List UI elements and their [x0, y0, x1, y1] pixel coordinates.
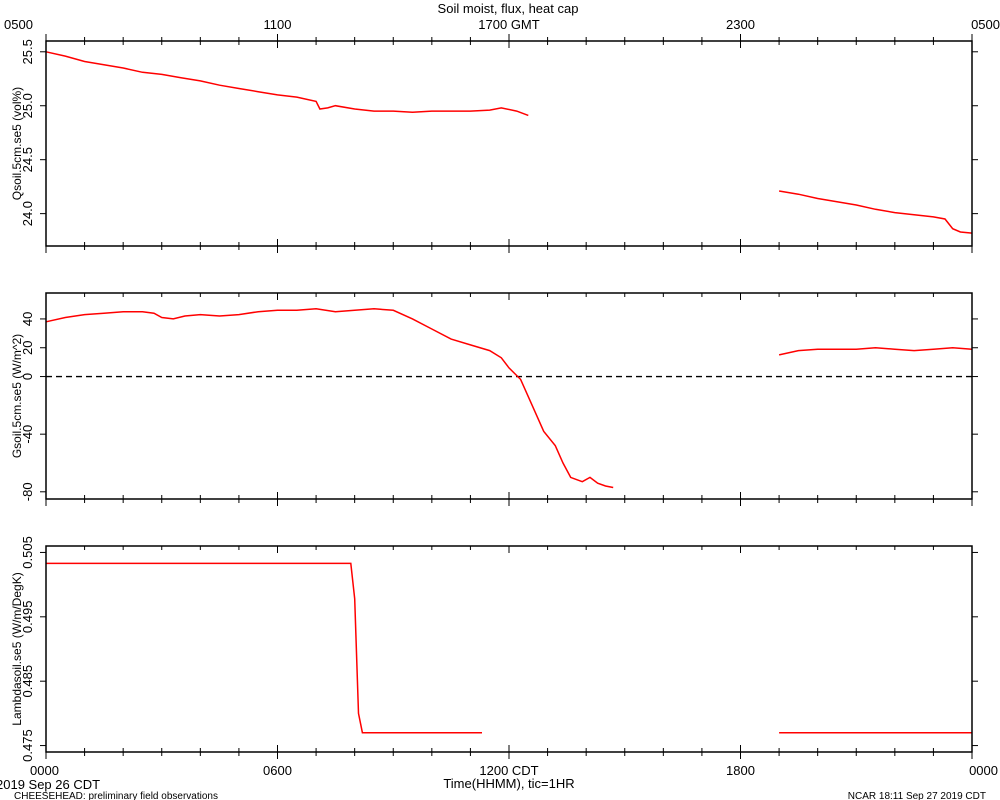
series-line	[45, 51, 529, 117]
y-tick-label: 0.495	[20, 601, 35, 634]
y-tick-label: 25.0	[20, 93, 35, 118]
panel-1: 24.0 24.5 25.0 25.5 Qsoil.5cm.se5 (vol%)	[10, 34, 978, 253]
bottom-axis-tick-label: 0000	[969, 763, 998, 778]
y-tick-label: -40	[20, 425, 35, 444]
chart-title: Soil moist, flux, heat cap	[438, 1, 579, 16]
bottom-axis-tick-label: 1200 CDT	[479, 763, 538, 778]
y-axis-label: Gsoil.5cm.se5 (W/m^2)	[10, 334, 24, 458]
top-axis-tick-label: 2300	[726, 17, 755, 32]
series-line	[46, 562, 482, 734]
series-line	[778, 190, 973, 234]
y-axis-label: Qsoil.5cm.se5 (vol%)	[10, 87, 24, 200]
y-tick-label: 0	[20, 373, 35, 380]
y-tick-label: 0.475	[20, 729, 35, 762]
panel-frame	[45, 40, 973, 247]
y-axis-label: Lambdasoil.se5 (W/m/DegK)	[10, 572, 24, 725]
panel-3: 0.475 0.485 0.495 0.505 Lambdasoil.se5 (W/m/…	[10, 536, 978, 762]
bottom-axis-labels: 0000 0600 1200 CDT 1800 0000	[30, 763, 998, 778]
top-axis-tick-label: 1700 GMT	[478, 17, 539, 32]
top-axis-tick-label: 1100	[264, 17, 292, 32]
bottom-axis-tick-label: 1800	[726, 763, 755, 778]
series-line	[778, 346, 973, 356]
top-axis-tick-label: 0500	[971, 17, 1000, 32]
top-axis-tick-label: 0500	[4, 17, 33, 32]
series-line	[45, 308, 614, 489]
y-tick-label: -80	[20, 482, 35, 501]
bottom-axis-tick-label: 0000	[30, 763, 59, 778]
y-tick-label: 24.5	[20, 147, 35, 172]
y-tick-label: 24.0	[20, 201, 35, 226]
panel-frame	[45, 292, 973, 500]
top-axis-labels: 0500 1100 1700 GMT 2300 0500	[4, 17, 1000, 32]
y-tick-label: 0.505	[20, 536, 35, 569]
panel-frame	[45, 545, 973, 753]
bottom-axis-tick-label: 0600	[263, 763, 292, 778]
footer-left: CHEESEHEAD: preliminary field observatio…	[14, 791, 218, 800]
y-tick-label: 25.5	[20, 39, 35, 64]
y-tick-label: 40	[20, 312, 35, 326]
panel-2: -80 -40 0 20 40 Gsoil.5cm.se5 (W/m^2)	[10, 292, 978, 506]
date-label: 2019 Sep 26 CDT	[0, 777, 100, 792]
footer-right: NCAR 18:11 Sep 27 2019 CDT	[848, 791, 986, 800]
y-tick-label: 20	[20, 341, 35, 355]
x-axis-label: Time(HHMM), tic=1HR	[443, 776, 574, 791]
y-tick-label: 0.485	[20, 665, 35, 698]
